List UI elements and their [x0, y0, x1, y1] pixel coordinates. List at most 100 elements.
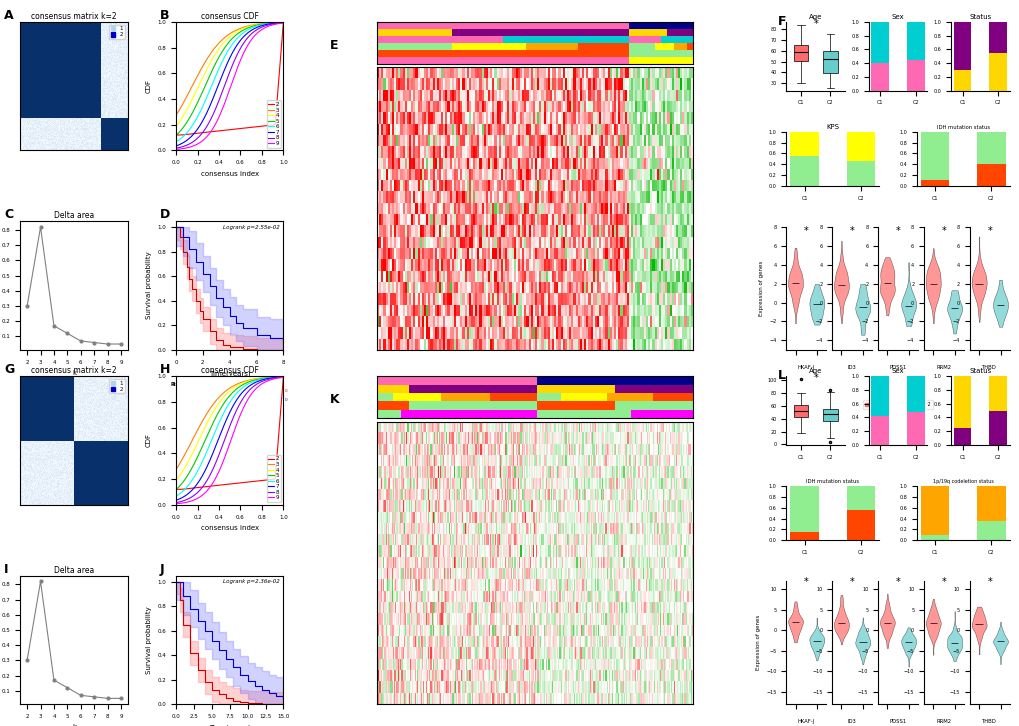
Bar	[906, 376, 924, 412]
Bar	[976, 486, 1005, 521]
Text: K: K	[329, 393, 339, 407]
9	[267, 375, 279, 383]
8	[170, 144, 182, 152]
X-axis label: RRM2: RRM2	[935, 365, 951, 370]
PathPatch shape	[793, 405, 807, 417]
2	[277, 372, 289, 380]
8	[267, 20, 279, 28]
6	[277, 18, 289, 27]
8	[170, 498, 182, 507]
Text: *: *	[986, 226, 991, 236]
Text: *: *	[849, 577, 854, 587]
Title: 1p/19q codeletion status: 1p/19q codeletion status	[931, 479, 993, 484]
Text: *: *	[895, 226, 900, 236]
Line: 9: 9	[176, 23, 283, 150]
9	[170, 145, 182, 154]
3	[235, 378, 248, 386]
8	[277, 18, 289, 27]
9	[235, 53, 248, 62]
Bar	[846, 161, 874, 186]
7	[233, 37, 246, 46]
Bar	[790, 156, 818, 186]
3	[260, 19, 272, 28]
Bar	[846, 486, 874, 510]
Text: *: *	[812, 373, 817, 383]
4	[267, 18, 279, 27]
Bar	[906, 412, 924, 445]
6	[233, 386, 246, 394]
7	[277, 18, 289, 27]
5	[170, 131, 182, 139]
Text: 2: 2	[230, 389, 233, 393]
Legend: 2, 3, 4, 5, 6, 7, 8, 9: 2, 3, 4, 5, 6, 7, 8, 9	[266, 454, 280, 502]
Line: 8: 8	[176, 23, 283, 148]
X-axis label: HKAF-J: HKAF-J	[797, 365, 814, 370]
X-axis label: ID3: ID3	[847, 365, 856, 370]
2	[170, 131, 182, 139]
Y-axis label: Survival probability: Survival probability	[146, 252, 152, 319]
Text: Logrank p=2.55e-02: Logrank p=2.55e-02	[223, 225, 280, 230]
3	[267, 372, 279, 381]
PathPatch shape	[822, 51, 837, 73]
Bar	[988, 53, 1006, 91]
Title: Delta area: Delta area	[54, 566, 94, 575]
Text: *: *	[941, 226, 946, 236]
7	[267, 373, 279, 382]
Text: E: E	[329, 39, 338, 52]
Title: Status: Status	[968, 14, 990, 20]
Title: consensus CDF: consensus CDF	[201, 367, 259, 375]
Y-axis label: Expression of genes: Expression of genes	[758, 261, 763, 316]
Text: *: *	[849, 226, 854, 236]
7	[260, 375, 272, 383]
6	[233, 386, 246, 394]
8	[170, 498, 182, 507]
Y-axis label: Survival probability: Survival probability	[146, 606, 152, 674]
3	[233, 24, 246, 33]
2	[170, 485, 182, 494]
Legend: 1, 2: 1, 2	[109, 25, 125, 39]
Text: 0: 0	[284, 389, 286, 393]
4	[277, 18, 289, 27]
7	[233, 36, 246, 45]
8	[267, 374, 279, 383]
Title: IDH mutation status: IDH mutation status	[935, 125, 988, 130]
9	[170, 145, 182, 154]
3	[235, 23, 248, 32]
2	[235, 124, 248, 133]
Text: 4: 4	[230, 399, 233, 402]
8	[235, 41, 248, 50]
Text: B: B	[160, 9, 169, 22]
Text: F: F	[776, 15, 785, 28]
Text: 5: 5	[217, 399, 220, 402]
X-axis label: consensus index: consensus index	[201, 525, 259, 531]
Title: consensus matrix k=2: consensus matrix k=2	[32, 12, 117, 21]
X-axis label: HKAF-J: HKAF-J	[797, 719, 814, 725]
7	[170, 142, 182, 150]
X-axis label: PDSS1: PDSS1	[889, 365, 906, 370]
8	[170, 144, 182, 152]
Text: *: *	[986, 577, 991, 587]
6	[170, 492, 182, 500]
2	[233, 124, 246, 133]
9	[233, 58, 246, 67]
Bar	[920, 535, 948, 540]
Title: Sex: Sex	[891, 368, 904, 375]
Line: 3: 3	[176, 23, 283, 115]
Line: 8: 8	[176, 377, 283, 502]
8	[233, 46, 246, 54]
Line: 5: 5	[176, 23, 283, 136]
Bar	[870, 376, 889, 416]
9	[277, 373, 289, 382]
Text: 1: 1	[244, 389, 247, 393]
Text: *: *	[803, 226, 808, 236]
5	[260, 19, 272, 28]
Line: 7: 7	[176, 23, 283, 146]
6	[233, 31, 246, 40]
8	[233, 45, 246, 54]
PathPatch shape	[793, 45, 807, 61]
9	[233, 412, 246, 421]
3	[267, 18, 279, 27]
Bar	[870, 63, 889, 91]
6	[235, 384, 248, 393]
9	[170, 499, 182, 508]
